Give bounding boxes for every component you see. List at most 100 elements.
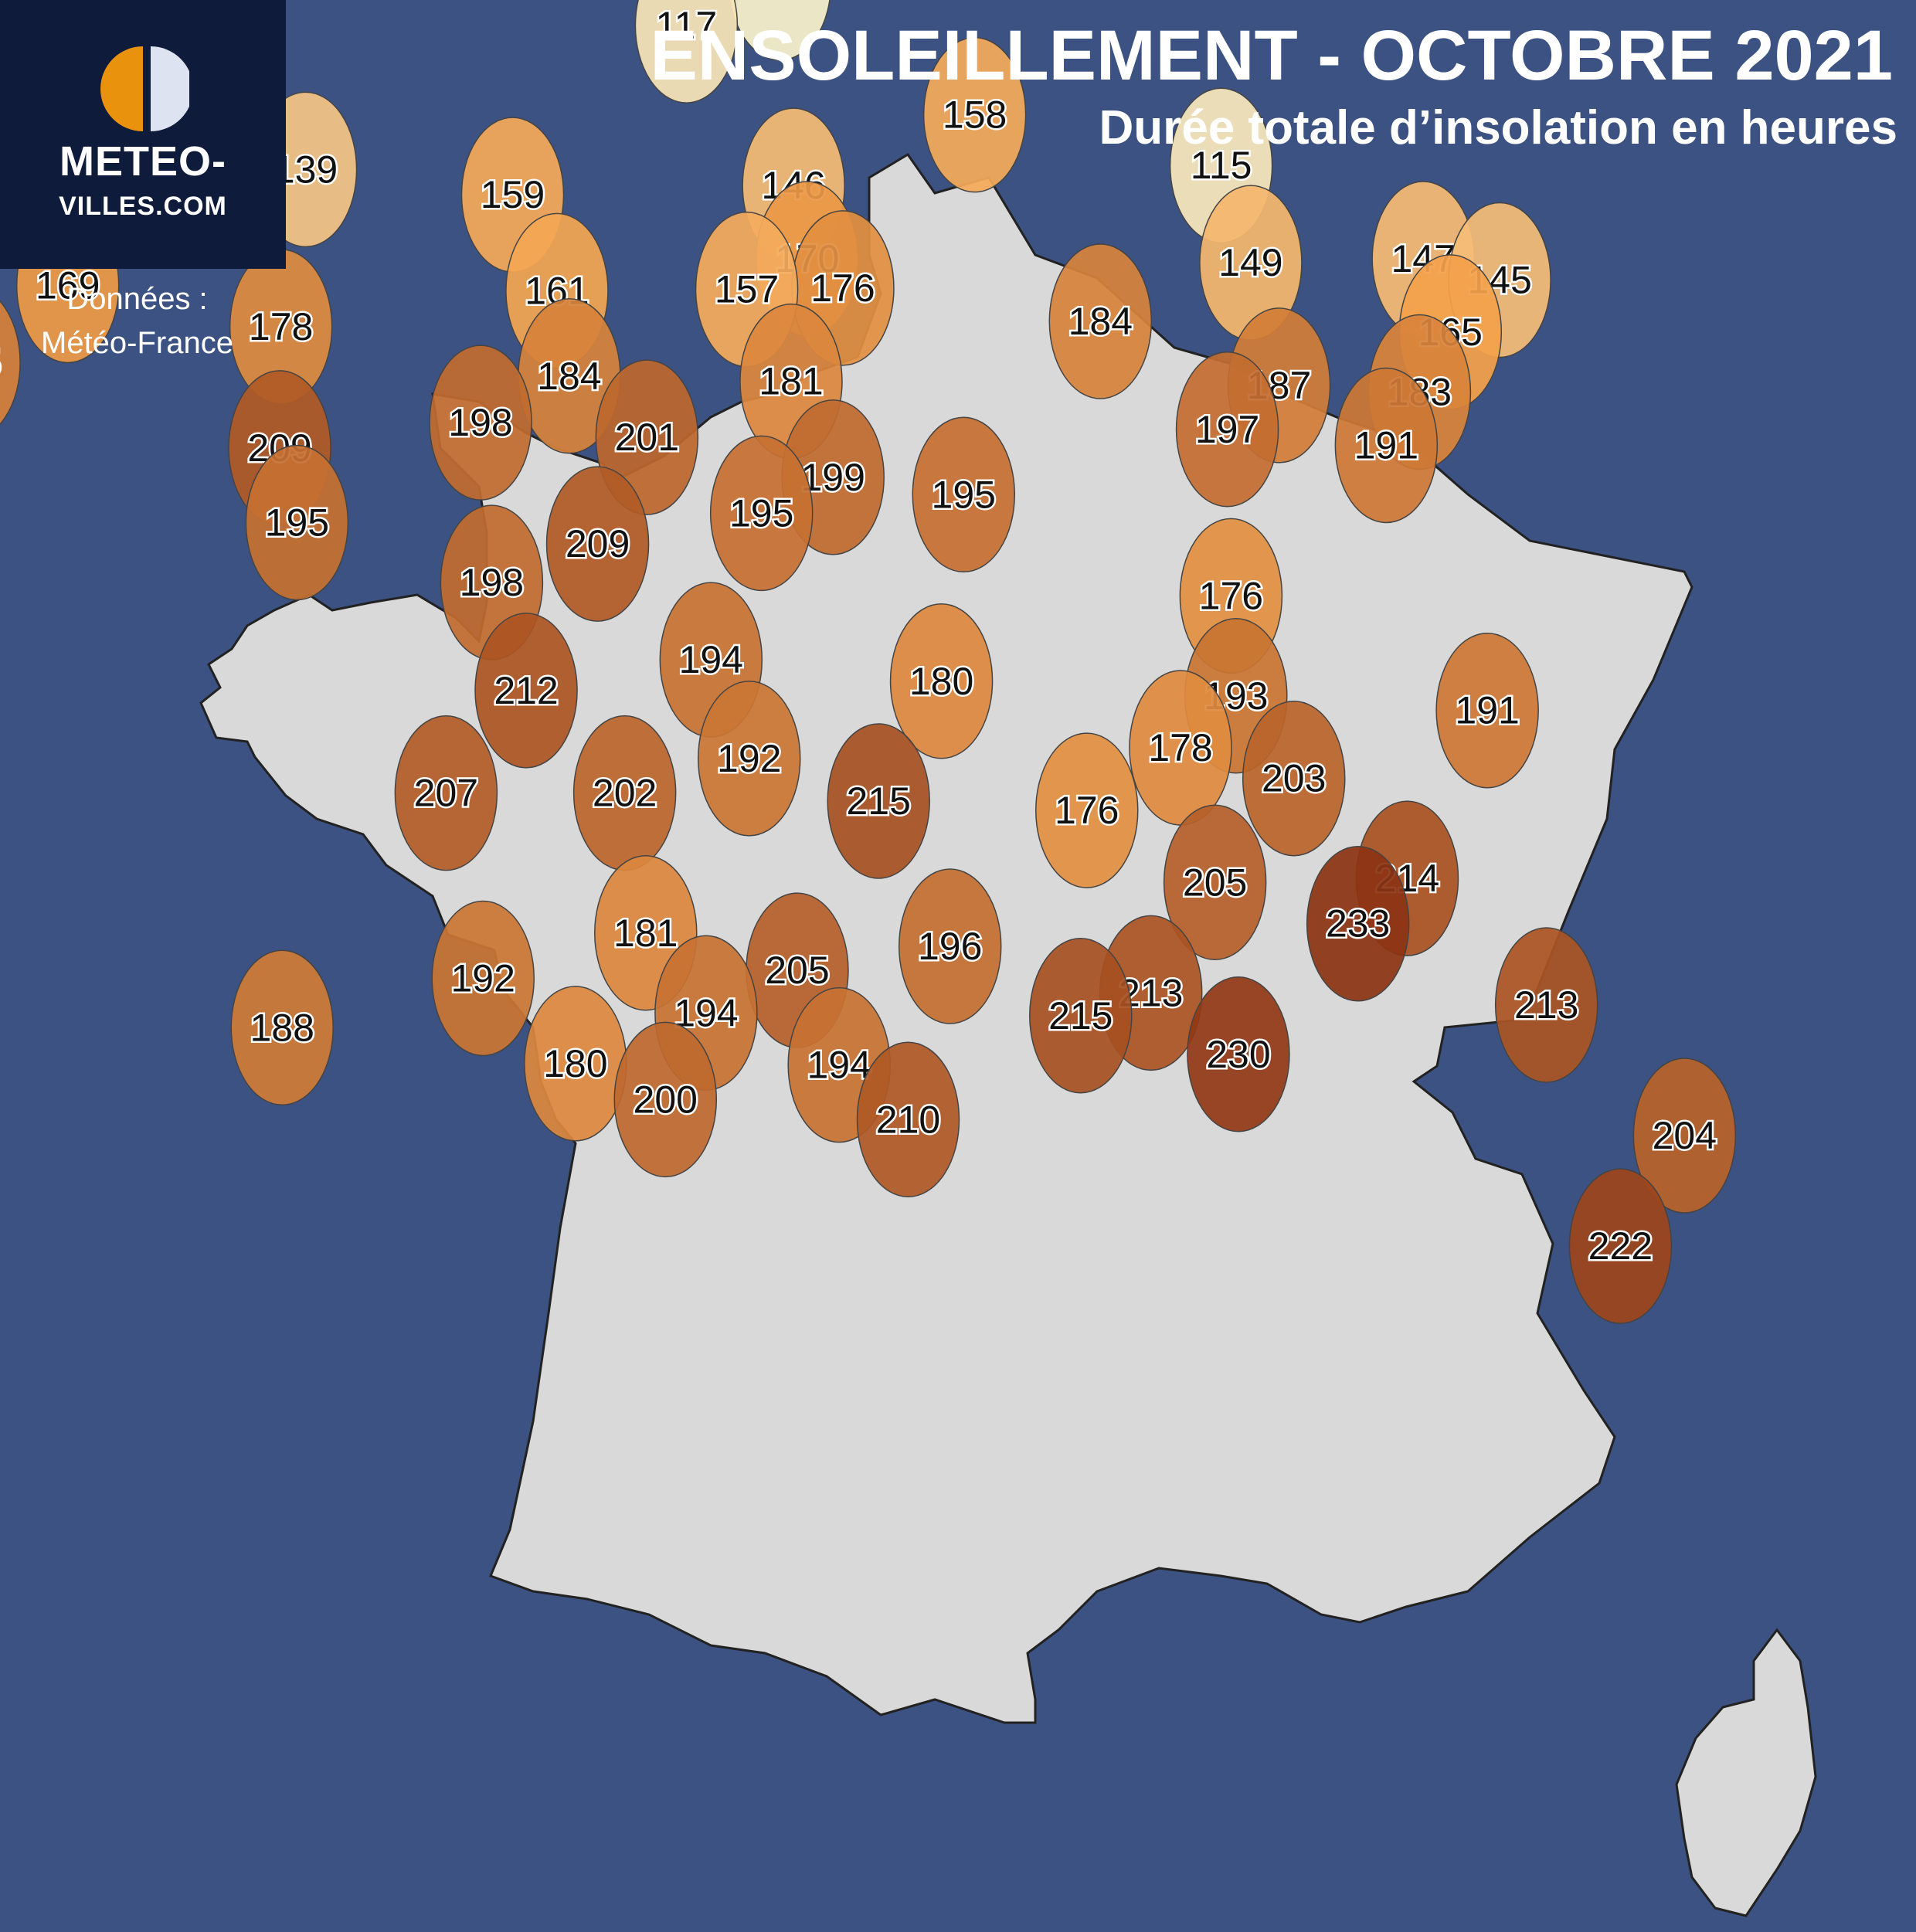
station-value: 198 — [448, 401, 512, 444]
station-bubble — [1175, 351, 1279, 508]
station-value: 176 — [1055, 789, 1119, 832]
station-value: 215 — [1048, 994, 1113, 1037]
station-value: 180 — [543, 1042, 607, 1085]
station-value: 200 — [634, 1078, 698, 1121]
station-value: 158 — [943, 93, 1007, 137]
station-markers: 1081171581151391461591701691761491471451… — [0, 0, 1737, 1324]
station-value: 191 — [1455, 689, 1519, 732]
station-value: 196 — [918, 925, 982, 968]
station-marker: 192 — [431, 900, 535, 1057]
station-value: 184 — [1068, 300, 1133, 343]
logo-line1: METEO- — [59, 138, 226, 185]
logo-box: METEO- VILLES.COM — [0, 0, 286, 269]
station-bubble — [1029, 938, 1133, 1094]
station-marker: 192 — [697, 681, 801, 837]
station-value: 192 — [717, 737, 781, 780]
station-value: 176 — [810, 267, 875, 310]
station-marker: 230 — [1187, 976, 1290, 1132]
station-marker: 195 — [709, 435, 814, 592]
station-bubble — [697, 681, 801, 837]
station-value: 209 — [566, 522, 630, 565]
station-bubble — [1048, 243, 1153, 399]
station-marker: 196 — [898, 868, 1002, 1024]
station-marker: 158 — [922, 36, 1027, 193]
station-marker: 205 — [1163, 804, 1267, 960]
station-value: 169 — [36, 263, 100, 307]
station-value: 176 — [1199, 574, 1263, 617]
station-marker: 213 — [1494, 927, 1598, 1083]
station-value: 159 — [481, 173, 545, 216]
station-marker: 188 — [230, 949, 334, 1106]
station-marker: 191 — [1435, 632, 1539, 789]
station-bubble — [1306, 845, 1410, 1002]
station-bubble — [827, 723, 930, 879]
station-value: 230 — [1206, 1033, 1270, 1076]
station-value: 184 — [537, 355, 601, 398]
station-marker: 210 — [856, 1041, 960, 1198]
station-value: 178 — [1148, 726, 1212, 769]
station-bubble — [1187, 976, 1290, 1132]
station-marker: 185 — [0, 300, 21, 426]
station-value: 181 — [759, 360, 823, 403]
station-marker: 178 — [229, 249, 333, 405]
station-marker: 202 — [572, 715, 677, 871]
station-value: 202 — [593, 772, 657, 815]
station-marker: 108 — [729, 0, 831, 61]
station-value: 213 — [1514, 983, 1578, 1027]
station-marker: 191 — [1334, 367, 1439, 524]
page-title: ENSOLEILLEMENT - OCTOBRE 2021 — [650, 16, 1893, 95]
station-marker: 233 — [1306, 845, 1410, 1002]
station-marker: 180 — [524, 986, 627, 1142]
station-value: 195 — [265, 501, 329, 545]
station-marker: 184 — [1048, 243, 1153, 399]
station-value: 149 — [1218, 241, 1282, 284]
station-marker: 203 — [1242, 700, 1346, 857]
station-marker: 195 — [245, 444, 349, 601]
station-value: 188 — [250, 1006, 314, 1049]
station-value: 205 — [765, 949, 829, 992]
station-value: 192 — [450, 956, 515, 1000]
station-value: 180 — [909, 660, 973, 703]
station-bubble — [1035, 732, 1139, 888]
station-marker: 207 — [394, 715, 498, 871]
station-bubble — [429, 345, 532, 501]
station-bubble — [0, 300, 21, 426]
station-marker: 117 — [634, 0, 739, 104]
station-value: 203 — [1262, 757, 1326, 800]
station-value: 157 — [715, 268, 779, 311]
station-value: 195 — [729, 491, 793, 535]
source-label: Données : — [66, 282, 208, 316]
station-value: 115 — [1191, 144, 1252, 187]
station-value: 207 — [414, 772, 478, 815]
station-value: 215 — [846, 779, 910, 823]
half-sun-half-moon-icon — [100, 46, 189, 131]
station-bubble — [394, 715, 498, 871]
station-bubble — [230, 949, 334, 1106]
station-bubble — [922, 36, 1027, 193]
station-value: 181 — [613, 912, 678, 955]
station-bubble — [545, 466, 650, 622]
station-marker: 176 — [1035, 732, 1139, 888]
station-bubble — [245, 444, 349, 601]
station-value: 205 — [1183, 861, 1247, 904]
station-bubble — [1242, 700, 1346, 857]
station-marker: 215 — [827, 723, 930, 879]
station-marker: 178 — [1129, 670, 1232, 826]
station-value: 199 — [800, 456, 865, 499]
station-marker: 204 — [1632, 1058, 1737, 1214]
station-bubble — [1494, 927, 1598, 1083]
station-value: 204 — [1653, 1114, 1717, 1157]
station-value: 198 — [460, 561, 524, 604]
station-bubble — [1334, 367, 1439, 524]
station-bubble — [1568, 1168, 1673, 1324]
station-value: 194 — [679, 638, 743, 681]
station-value: 117 — [656, 4, 718, 47]
station-bubble — [1435, 632, 1539, 789]
station-bubble — [431, 900, 535, 1057]
station-bubble — [1632, 1058, 1737, 1214]
station-value: 195 — [932, 473, 996, 516]
station-marker: 197 — [1175, 351, 1279, 508]
station-marker: 149 — [1199, 185, 1303, 341]
station-marker: 200 — [613, 1021, 718, 1178]
station-marker: 222 — [1568, 1168, 1673, 1324]
